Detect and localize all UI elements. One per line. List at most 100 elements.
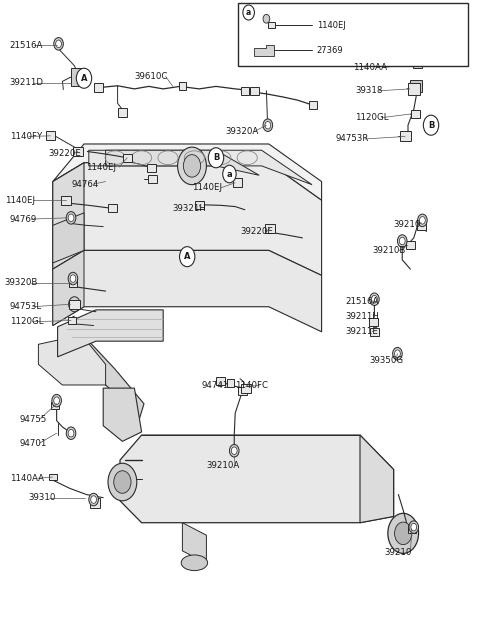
Circle shape (388, 513, 419, 553)
Circle shape (56, 40, 61, 48)
Text: 1120GL: 1120GL (10, 317, 43, 326)
Polygon shape (182, 523, 206, 563)
Bar (408, 83, 420, 95)
Circle shape (68, 429, 74, 437)
Text: 39210B: 39210B (372, 246, 406, 255)
Circle shape (68, 272, 78, 285)
Circle shape (69, 297, 80, 312)
Bar (94, 83, 103, 92)
Text: a: a (246, 8, 251, 17)
Text: 27369: 27369 (317, 46, 343, 54)
Bar (90, 498, 100, 508)
Polygon shape (58, 310, 163, 357)
Text: 94764: 94764 (72, 180, 99, 188)
Text: 1140EJ: 1140EJ (192, 183, 222, 192)
Text: 39320B: 39320B (5, 279, 38, 287)
Bar (69, 300, 80, 309)
Text: B: B (428, 121, 434, 130)
Text: a: a (227, 170, 232, 178)
Text: 39318: 39318 (355, 86, 383, 95)
Polygon shape (53, 163, 322, 275)
Polygon shape (103, 388, 142, 441)
Bar (417, 221, 426, 230)
Circle shape (223, 165, 236, 183)
Bar (68, 317, 76, 324)
Bar (69, 279, 77, 287)
Circle shape (68, 214, 74, 222)
Circle shape (52, 394, 61, 407)
Text: 1140AA: 1140AA (10, 474, 44, 483)
Bar (73, 146, 83, 156)
Circle shape (89, 493, 98, 506)
Circle shape (397, 235, 407, 247)
Bar (148, 175, 157, 183)
Text: 94769: 94769 (10, 215, 37, 223)
Text: 39220E: 39220E (48, 149, 81, 158)
Bar (147, 163, 156, 172)
Text: 94741: 94741 (202, 381, 229, 390)
Circle shape (208, 148, 224, 168)
Bar (195, 200, 204, 208)
Polygon shape (53, 213, 84, 263)
Bar (216, 376, 225, 384)
Text: 39210: 39210 (384, 548, 411, 557)
Circle shape (263, 119, 273, 131)
Bar (268, 21, 275, 28)
Circle shape (114, 471, 131, 493)
Bar (400, 131, 411, 141)
Bar (118, 108, 127, 117)
Bar (179, 82, 186, 91)
Bar (51, 402, 59, 409)
Bar (238, 387, 247, 396)
Text: 39610C: 39610C (134, 72, 168, 81)
Text: 21516A: 21516A (346, 297, 379, 306)
Text: 39211D: 39211D (10, 78, 44, 87)
Bar (369, 318, 378, 327)
Bar (265, 224, 275, 233)
Circle shape (66, 212, 76, 224)
Circle shape (54, 38, 63, 50)
Bar (227, 379, 234, 387)
Circle shape (370, 293, 379, 305)
Polygon shape (38, 335, 106, 385)
Circle shape (183, 155, 201, 177)
Bar (309, 101, 317, 109)
Circle shape (231, 447, 237, 454)
Circle shape (66, 427, 76, 439)
Circle shape (393, 347, 402, 360)
Text: 1140FY: 1140FY (10, 132, 42, 141)
Text: 39220E: 39220E (240, 227, 273, 236)
Text: A: A (81, 74, 87, 83)
Bar (250, 86, 259, 95)
Polygon shape (360, 435, 394, 523)
Text: 1140EJ: 1140EJ (317, 21, 346, 29)
Text: 94753L: 94753L (10, 302, 42, 311)
Text: A: A (184, 252, 191, 261)
Bar (411, 110, 420, 118)
Bar (241, 87, 249, 95)
Circle shape (70, 275, 76, 282)
Bar (71, 68, 82, 86)
Circle shape (178, 147, 206, 185)
Circle shape (76, 68, 92, 88)
Circle shape (409, 521, 419, 533)
Text: 39211E: 39211E (346, 327, 378, 336)
Polygon shape (53, 250, 84, 326)
Circle shape (265, 121, 271, 129)
Text: 94753R: 94753R (336, 135, 370, 143)
Circle shape (420, 217, 425, 224)
Circle shape (108, 463, 137, 501)
Bar (238, 3, 468, 66)
Polygon shape (89, 150, 312, 185)
Circle shape (180, 247, 195, 267)
Bar (406, 241, 415, 249)
Polygon shape (106, 150, 259, 175)
Bar (233, 178, 242, 187)
Text: 39210A: 39210A (206, 461, 240, 470)
Polygon shape (53, 144, 322, 200)
Text: 1140AA: 1140AA (353, 63, 387, 72)
Polygon shape (120, 435, 394, 523)
Bar (408, 525, 416, 533)
Circle shape (399, 237, 405, 245)
Bar (46, 131, 55, 140)
